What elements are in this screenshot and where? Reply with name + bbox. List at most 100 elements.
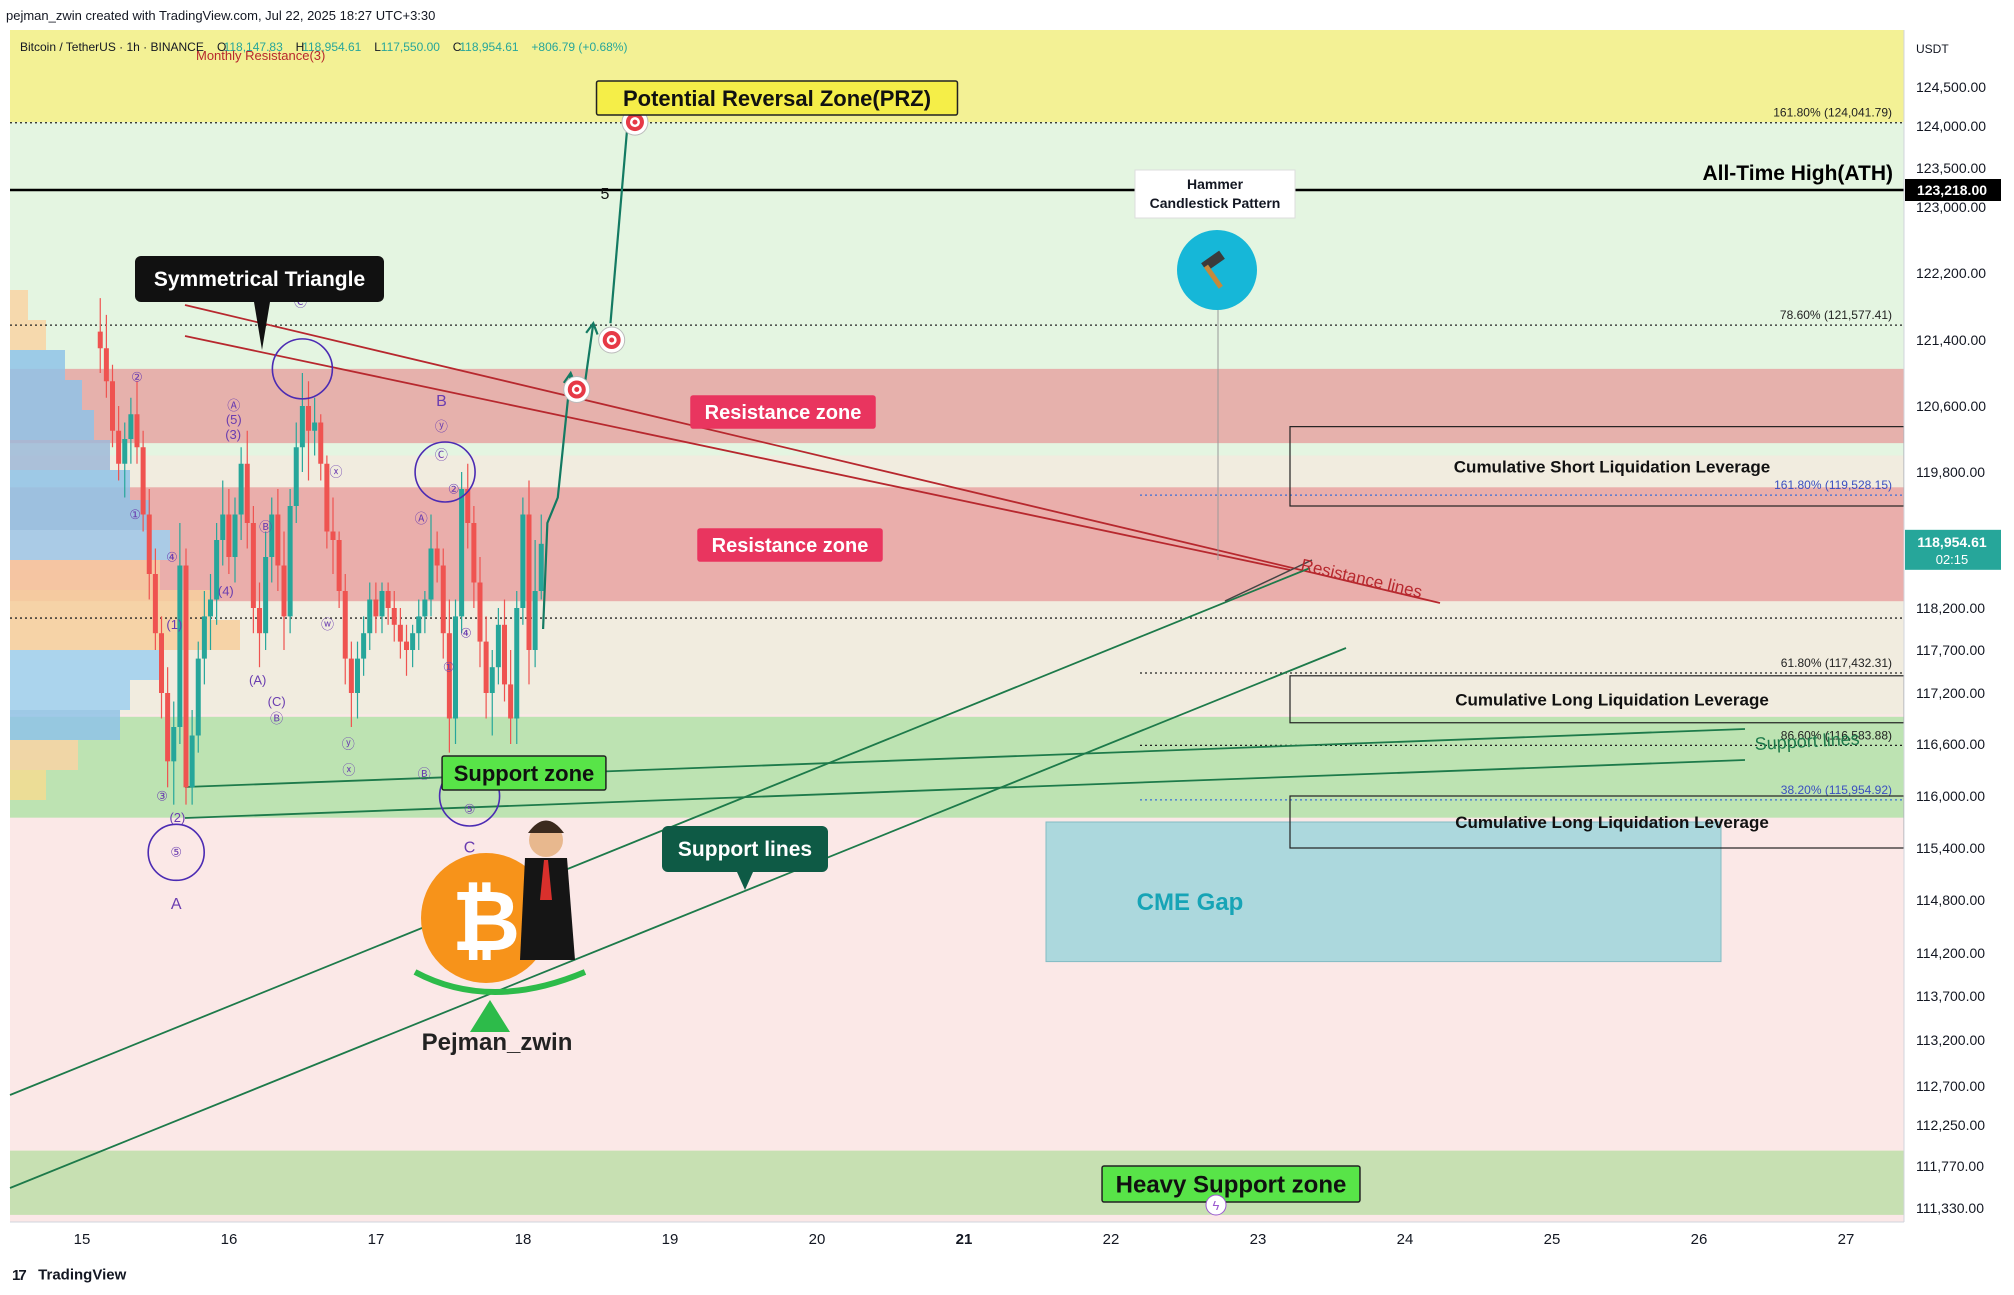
bitcoin-symbol: ₿ [452,874,520,968]
ohlc-value: C [453,40,462,54]
currency-label: USDT [1916,42,1949,56]
support-lines-callout-text: Support lines [678,838,812,861]
tradingview-logo[interactable]: 17 TradingView [12,1266,126,1284]
candle-body [189,735,195,788]
time-axis[interactable] [0,1222,2014,1256]
price-axis-label: 121,400.00 [1916,332,1986,348]
candle-body [397,624,403,642]
price-axis-label: 113,700.00 [1916,988,1985,1004]
price-axis-label: 122,200.00 [1916,265,1986,281]
event-icon-glyph: ϟ [1213,1198,1220,1213]
symmetrical-triangle-callout-box [135,256,384,302]
ath-label: All-Time High(ATH) [1702,162,1893,185]
volume-profile-bar [10,500,150,530]
wave-label: ③ [156,788,168,803]
candle-body [459,489,465,617]
candle-body [269,514,275,557]
heavy-support-label-text: Heavy Support zone [1116,1172,1347,1199]
countdown-text: 02:15 [1936,552,1969,567]
fib-label: 38.20% (115,954.92) [1781,783,1892,797]
fib-label: 78.60% (121,577.41) [1780,308,1892,322]
support-zone-label-text: Support zone [454,761,595,786]
candle-body [312,422,318,431]
candle-body [128,414,134,439]
wave-label: Ⓑ [270,711,283,726]
time-axis-label: 20 [809,1231,826,1248]
price-axis-label: 124,500.00 [1916,79,1986,95]
resistance-zone-label-1-text: Resistance zone [705,402,862,424]
candle-body [446,633,452,719]
price-axis[interactable] [1904,30,2014,1242]
candle-body [502,624,507,685]
candle-body [538,543,544,591]
wave-label: (5) [226,412,242,427]
candle-body [103,348,109,382]
pejman-zwin-text: Pejman_zwin [422,1029,573,1056]
price-axis-label: 123,000.00 [1916,199,1986,215]
ohlc-value: 118,954.61 [459,40,518,54]
wave-label: ② [448,481,460,496]
volume-profile-bar [10,770,46,800]
time-axis-label: 26 [1691,1231,1708,1248]
volume-profile-bar [10,710,120,740]
heavy-support-label-box [1101,1165,1361,1203]
current-price-text: 118,954.61 [1917,534,1987,550]
event-icon [1205,1194,1227,1216]
support-line-main [9,567,1311,1096]
price-axis-label: 111,770.00 [1916,1158,1984,1174]
candle-body [195,658,201,736]
wave-label: ⓧ [330,464,343,479]
candle-body [495,624,501,668]
wave-label: ⓨ [435,419,448,434]
wave-label: A [171,896,182,913]
resistance-zone-label-1: Resistance zone [690,395,876,429]
candle-body [275,514,281,566]
logo-swoosh-tip [470,1000,510,1032]
ohlc-value: 118,147.83 [224,40,283,54]
price-axis-label: 118,200.00 [1916,600,1985,616]
hammer-icon-handle [1203,264,1223,289]
current-price-badge [1905,529,2001,570]
time-axis-label: 23 [1250,1231,1267,1248]
ath-price-badge [1905,178,2001,201]
candle-body [299,406,305,448]
mascot-tie [540,860,552,900]
bitcoin-icon [421,853,551,983]
candle-body [152,574,158,634]
price-axis-label: 116,000.00 [1916,788,1985,804]
candle-body [134,414,140,448]
wave-label: Ⓐ [415,511,428,526]
price-axis-label: 119,800.00 [1916,464,1985,480]
volume-profile-bar [10,470,130,500]
candle-body [306,406,311,431]
candle-body [453,616,458,719]
symmetrical-triangle-callout: Symmetrical Triangle [135,256,384,350]
resistance-line-upper [184,304,1441,604]
ath-price-badge-text: 123,218.00 [1917,182,1987,198]
wave-label: ④ [460,625,472,640]
zone-4 [10,1150,1904,1215]
candle-body [520,514,526,608]
hammer-title: Hammer [1187,176,1244,192]
time-axis-label: 15 [74,1231,91,1248]
wave-label: (C) [268,694,286,709]
volume-profile-bar [10,380,82,410]
candle-body [422,599,428,617]
wave-label: (2) [169,810,185,825]
candle-body [281,565,287,617]
time-axis-label: 17 [368,1231,385,1248]
tradingview-logo-text: TradingView [38,1266,127,1284]
candle-body [532,591,538,650]
wave-label: (3) [225,427,241,442]
resistance-zone-label-2-box [697,528,883,562]
wave-label: (1) [166,617,182,632]
candle-body [263,557,269,634]
candle-body [257,608,262,634]
hammer-callout: Hammer Candlestick Pattern [1134,169,1296,219]
time-axis-label: 19 [662,1231,679,1248]
candle-body [244,463,250,523]
candle-body [410,633,416,650]
time-axis-label: 21 [956,1231,973,1248]
hammer-icon [1177,230,1257,310]
